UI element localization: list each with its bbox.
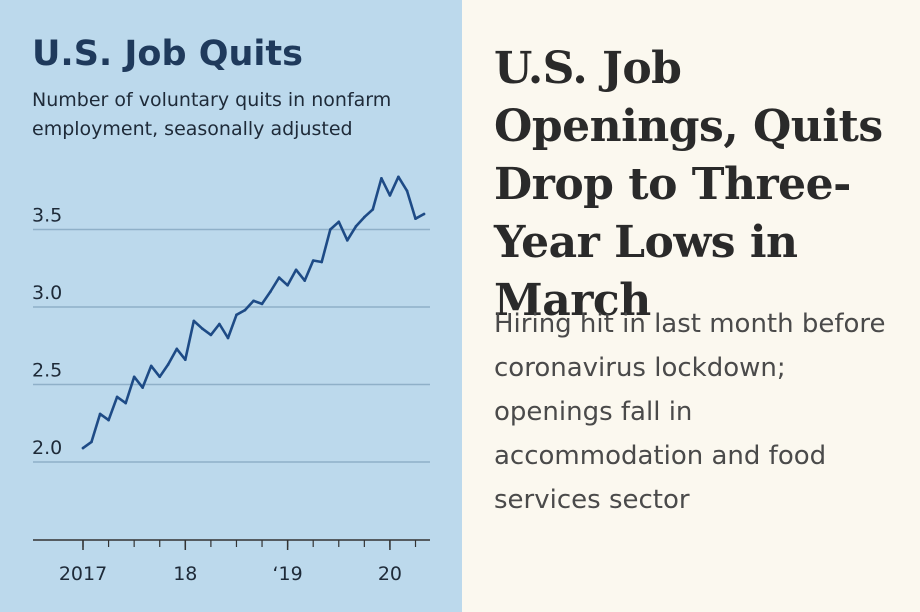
data-point [149, 364, 153, 368]
x-tick-label: 20 [378, 563, 402, 585]
data-point [115, 395, 119, 399]
data-point [192, 319, 196, 323]
data-point [243, 308, 247, 312]
data-point [124, 401, 127, 405]
data-point [260, 302, 264, 306]
data-point [414, 217, 417, 220]
data-point [422, 212, 426, 216]
data-point [286, 284, 289, 287]
y-tick-label: 2.0 [32, 437, 62, 459]
y-tick-label: 3.5 [32, 205, 62, 227]
data-point [303, 279, 307, 282]
data-point [405, 189, 409, 193]
chart-title: U.S. Job Quits [32, 34, 303, 74]
quits-line-chart: 2.0 2.5 3.0 3.5 2017 18 ‘19 20 [32, 175, 430, 585]
data-point [107, 418, 110, 422]
data-point [184, 358, 187, 362]
y-tick-label: 3.0 [32, 282, 62, 304]
article-dek: Hiring hit in last month before coronavi… [494, 309, 886, 515]
data-point [209, 333, 213, 337]
data-point [132, 375, 136, 379]
data-point [90, 440, 93, 444]
data-point [380, 177, 383, 180]
data-point [397, 175, 400, 179]
chart-subtitle: Number of voluntary quits in nonfarm emp… [32, 89, 392, 140]
article-panel: U.S. Job Openings, Quits Drop to Three-Y… [462, 0, 920, 612]
data-point [141, 386, 144, 389]
data-point [294, 268, 298, 272]
data-point [166, 363, 170, 366]
data-point [320, 260, 323, 264]
x-tick-label: 2017 [59, 563, 107, 585]
quits-series-line [81, 175, 426, 450]
x-tick-label: 18 [173, 563, 197, 585]
article-headline: U.S. Job Openings, Quits Drop to Three-Y… [494, 43, 883, 326]
data-point [175, 347, 179, 351]
data-point [337, 220, 341, 224]
data-point [363, 215, 366, 219]
data-point [98, 412, 102, 416]
data-point [311, 259, 315, 262]
data-point [201, 327, 204, 331]
data-point [277, 276, 281, 279]
data-point [371, 208, 375, 211]
y-tick-label: 2.5 [32, 360, 62, 382]
data-point [81, 446, 85, 450]
data-point [388, 194, 392, 197]
chart-panel: U.S. Job Quits Number of voluntary quits… [0, 0, 462, 612]
data-point [226, 336, 230, 340]
data-point [328, 228, 332, 231]
data-point [345, 239, 349, 242]
data-point [218, 322, 221, 326]
data-point [354, 225, 358, 228]
data-point [158, 375, 162, 379]
data-point [252, 299, 255, 303]
x-tick-label: ‘19 [273, 563, 303, 585]
data-point [269, 290, 272, 293]
data-point [235, 313, 238, 317]
